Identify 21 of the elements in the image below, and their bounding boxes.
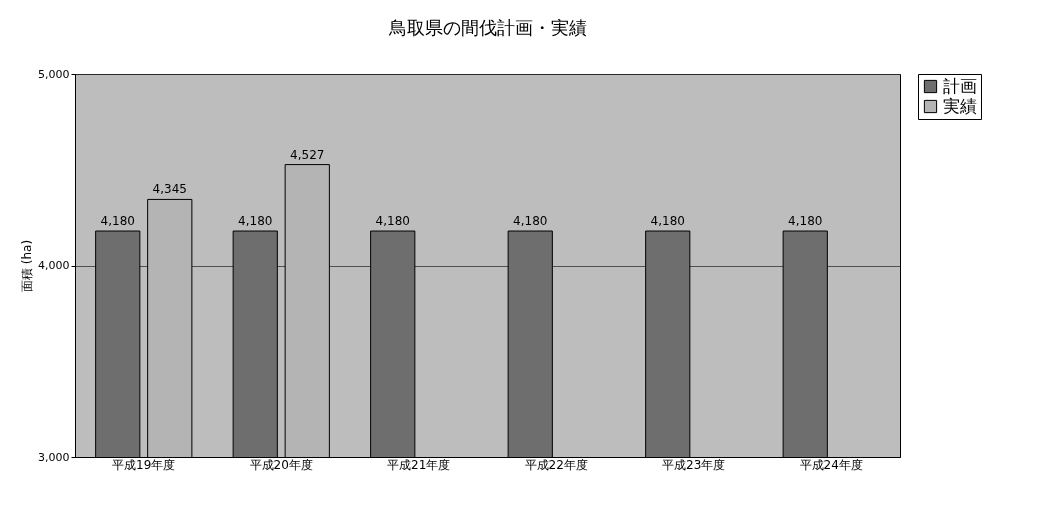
data-label: 4,180	[650, 214, 685, 229]
data-label: 4,180	[238, 214, 273, 229]
x-tick-label: 平成19年度	[112, 457, 176, 472]
data-label: 4,180	[375, 214, 410, 229]
legend-label: 実績	[943, 95, 977, 116]
x-tick-label: 平成23年度	[662, 457, 726, 472]
x-tick-label: 平成22年度	[524, 457, 588, 472]
x-tick-label: 平成24年度	[799, 457, 863, 472]
legend-label: 計画	[943, 75, 977, 96]
data-label: 4,180	[788, 214, 823, 229]
data-label: 4,345	[152, 182, 187, 197]
data-label: 4,180	[100, 214, 135, 229]
chart-title: 鳥取県の間伐計画・実績	[387, 17, 587, 38]
y-tick-label: 5,000	[38, 67, 70, 81]
data-label: 4,527	[290, 147, 325, 162]
y-axis-title: 面積 (ha)	[20, 239, 35, 293]
y-tick-label: 4,000	[38, 259, 70, 272]
data-label: 4,180	[513, 214, 548, 229]
x-tick-label: 平成20年度	[249, 457, 313, 472]
y-tick-label: 3,000	[38, 450, 70, 464]
x-tick-label: 平成21年度	[387, 457, 451, 472]
